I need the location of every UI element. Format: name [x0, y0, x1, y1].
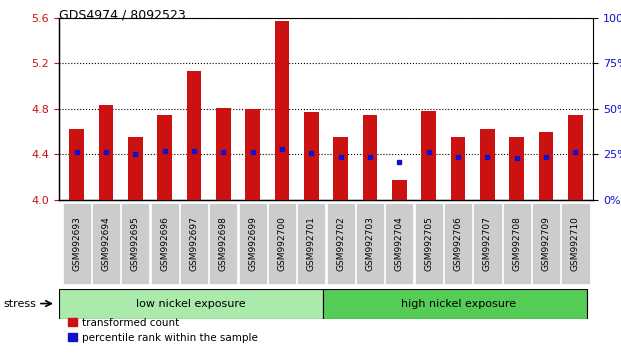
FancyBboxPatch shape	[150, 202, 179, 284]
FancyBboxPatch shape	[209, 202, 237, 284]
Text: GSM992697: GSM992697	[189, 216, 199, 271]
FancyBboxPatch shape	[121, 202, 150, 284]
FancyBboxPatch shape	[268, 202, 296, 284]
Text: GSM992709: GSM992709	[542, 216, 551, 271]
Text: GSM992693: GSM992693	[72, 216, 81, 271]
Text: GSM992703: GSM992703	[366, 216, 374, 271]
Bar	[245, 109, 260, 200]
Bar	[363, 115, 378, 200]
FancyBboxPatch shape	[59, 289, 323, 319]
FancyBboxPatch shape	[63, 202, 91, 284]
FancyBboxPatch shape	[327, 202, 355, 284]
Text: GDS4974 / 8092523: GDS4974 / 8092523	[59, 9, 186, 22]
Bar	[333, 137, 348, 200]
Text: GSM992706: GSM992706	[453, 216, 463, 271]
FancyBboxPatch shape	[444, 202, 472, 284]
Bar	[392, 179, 407, 200]
Text: GSM992707: GSM992707	[483, 216, 492, 271]
Bar	[539, 132, 553, 200]
Bar	[509, 137, 524, 200]
Text: GSM992698: GSM992698	[219, 216, 228, 271]
Bar	[568, 115, 582, 200]
Text: GSM992694: GSM992694	[101, 216, 111, 271]
Bar	[128, 137, 143, 200]
Text: GSM992705: GSM992705	[424, 216, 433, 271]
FancyBboxPatch shape	[473, 202, 502, 284]
FancyBboxPatch shape	[415, 202, 443, 284]
FancyBboxPatch shape	[561, 202, 589, 284]
FancyBboxPatch shape	[297, 202, 325, 284]
Legend: transformed count, percentile rank within the sample: transformed count, percentile rank withi…	[64, 314, 262, 347]
Text: stress: stress	[3, 298, 36, 309]
Text: GSM992699: GSM992699	[248, 216, 257, 271]
Bar	[422, 111, 436, 200]
Bar	[216, 108, 230, 200]
Text: GSM992701: GSM992701	[307, 216, 316, 271]
Bar	[274, 21, 289, 200]
Text: GSM992704: GSM992704	[395, 216, 404, 271]
Text: GSM992702: GSM992702	[336, 216, 345, 271]
FancyBboxPatch shape	[180, 202, 208, 284]
Text: GSM992708: GSM992708	[512, 216, 521, 271]
Bar	[304, 112, 319, 200]
FancyBboxPatch shape	[323, 289, 587, 319]
Text: GSM992695: GSM992695	[131, 216, 140, 271]
FancyBboxPatch shape	[532, 202, 560, 284]
FancyBboxPatch shape	[385, 202, 414, 284]
Bar	[187, 71, 201, 200]
Bar	[480, 129, 495, 200]
Bar	[451, 137, 465, 200]
Text: GSM992700: GSM992700	[278, 216, 286, 271]
FancyBboxPatch shape	[92, 202, 120, 284]
Text: GSM992696: GSM992696	[160, 216, 169, 271]
Text: high nickel exposure: high nickel exposure	[401, 298, 515, 309]
Bar	[157, 115, 172, 200]
FancyBboxPatch shape	[238, 202, 267, 284]
Bar	[70, 129, 84, 200]
FancyBboxPatch shape	[356, 202, 384, 284]
Bar	[99, 105, 113, 200]
FancyBboxPatch shape	[502, 202, 531, 284]
Text: low nickel exposure: low nickel exposure	[136, 298, 246, 309]
Text: GSM992710: GSM992710	[571, 216, 580, 271]
